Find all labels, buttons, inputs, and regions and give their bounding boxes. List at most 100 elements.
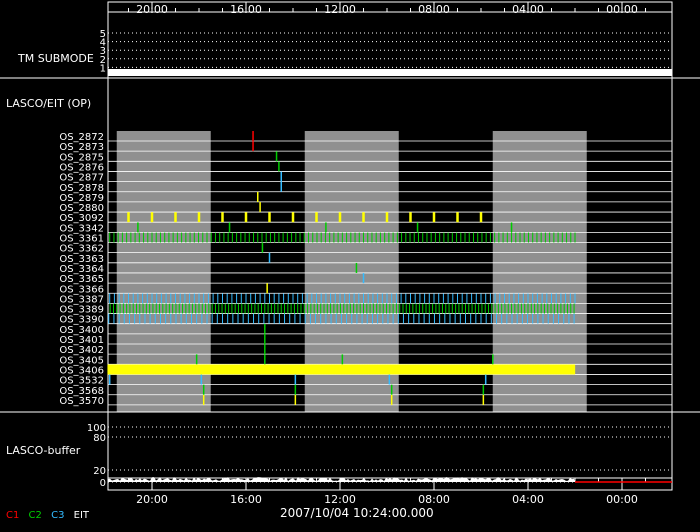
os-event-mark — [401, 232, 403, 243]
os-event-mark — [538, 364, 541, 375]
os-event-mark — [464, 364, 467, 375]
os-event-mark — [560, 303, 562, 314]
os-event-mark — [356, 313, 358, 324]
os-event-mark — [149, 303, 151, 314]
os-event-mark — [142, 293, 144, 304]
os-event-mark — [449, 313, 451, 324]
os-event-mark — [123, 364, 127, 375]
os-event-mark — [367, 293, 369, 304]
os-event-mark — [456, 212, 459, 223]
os-event-mark — [176, 364, 179, 375]
os-row-label: OS_3361 — [59, 234, 104, 245]
os-event-mark — [257, 232, 259, 243]
os-event-mark — [350, 232, 352, 243]
os-event-mark — [459, 313, 461, 324]
os-event-mark — [278, 293, 280, 304]
os-event-mark — [439, 364, 442, 375]
os-event-mark — [244, 232, 246, 243]
os-event-mark — [405, 293, 407, 304]
os-event-mark — [549, 232, 551, 243]
os-event-mark — [266, 283, 268, 294]
current-datetime: 2007/10/04 10:24:00.000 — [280, 506, 434, 520]
top-time-axis: 20:00 16:00 12:00 08:00 04:00 00:00 — [128, 2, 646, 16]
os-event-mark — [430, 232, 432, 243]
instrument-legend: C1 C2 C3 EIT — [6, 510, 95, 521]
os-event-mark — [135, 364, 138, 375]
os-event-mark — [494, 293, 496, 304]
os-event-mark — [511, 303, 513, 314]
os-event-mark — [360, 364, 363, 375]
os-event-mark — [484, 364, 487, 375]
os-event-mark — [268, 252, 271, 263]
os-event-mark — [168, 303, 170, 314]
os-event-mark — [428, 364, 431, 375]
os-event-mark — [512, 364, 515, 375]
os-event-mark — [542, 313, 544, 324]
os-event-mark — [462, 364, 465, 375]
os-event-mark — [534, 303, 536, 314]
os-event-mark — [506, 313, 508, 324]
os-event-mark — [229, 364, 232, 375]
os-event-mark — [499, 293, 501, 304]
os-event-mark — [281, 364, 284, 375]
os-event-mark — [261, 242, 264, 253]
buffer-fill-trace — [108, 477, 575, 482]
os-event-mark — [447, 232, 449, 243]
os-event-mark — [293, 303, 295, 314]
os-event-mark — [265, 232, 267, 243]
os-event-mark — [399, 303, 401, 314]
os-event-mark — [339, 364, 342, 375]
os-event-mark — [116, 303, 118, 314]
os-event-mark — [335, 313, 337, 324]
os-event-mark — [406, 364, 410, 375]
os-row-label: OS_2872 — [59, 132, 104, 143]
os-event-mark — [387, 364, 390, 375]
os-event-mark — [174, 212, 177, 223]
os-event-mark — [488, 303, 490, 314]
os-row-label: OS_3364 — [59, 264, 104, 275]
os-event-mark — [329, 232, 331, 243]
os-event-mark — [477, 232, 479, 243]
os-event-mark — [426, 364, 429, 375]
os-event-mark — [259, 293, 261, 304]
os-event-mark — [118, 364, 122, 375]
os-event-mark — [451, 364, 454, 375]
os-event-mark — [536, 364, 539, 375]
os-event-mark — [172, 232, 174, 243]
os-event-mark — [162, 303, 164, 314]
os-event-mark — [120, 364, 123, 375]
os-event-mark — [313, 364, 316, 375]
os-event-mark — [354, 364, 357, 375]
os-event-mark — [555, 293, 557, 304]
bottom-tick-label: 00:00 — [606, 493, 638, 506]
os-event-mark — [456, 232, 458, 243]
os-event-mark — [146, 293, 148, 304]
legend-eit: EIT — [73, 510, 90, 521]
os-event-mark — [563, 364, 566, 375]
os-event-mark — [426, 232, 428, 243]
os-event-mark — [215, 364, 219, 375]
os-event-mark — [494, 303, 496, 314]
os-event-mark — [385, 364, 388, 375]
os-event-mark — [268, 364, 271, 375]
os-event-mark — [416, 364, 419, 375]
os-event-mark — [501, 313, 503, 324]
os-event-mark — [152, 303, 154, 314]
os-row-label: OS_3390 — [59, 315, 104, 326]
os-event-mark — [299, 313, 301, 324]
os-event-mark — [212, 364, 215, 375]
os-event-mark — [108, 313, 110, 324]
os-event-mark — [348, 293, 350, 304]
os-event-mark — [388, 364, 391, 375]
os-event-mark — [393, 364, 396, 375]
os-event-mark — [212, 293, 214, 304]
os-event-mark — [375, 232, 377, 243]
os-event-mark — [274, 303, 276, 314]
os-event-mark — [203, 293, 205, 304]
os-event-mark — [320, 232, 322, 243]
os-event-mark — [322, 364, 326, 375]
os-event-mark — [381, 293, 383, 304]
os-event-mark — [164, 232, 166, 243]
os-row-label: OS_3401 — [59, 335, 104, 346]
os-event-mark — [405, 364, 408, 375]
